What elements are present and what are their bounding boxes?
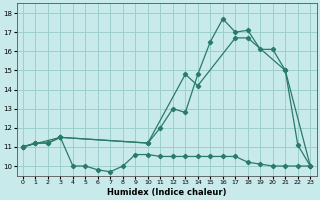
X-axis label: Humidex (Indice chaleur): Humidex (Indice chaleur) [107, 188, 226, 197]
